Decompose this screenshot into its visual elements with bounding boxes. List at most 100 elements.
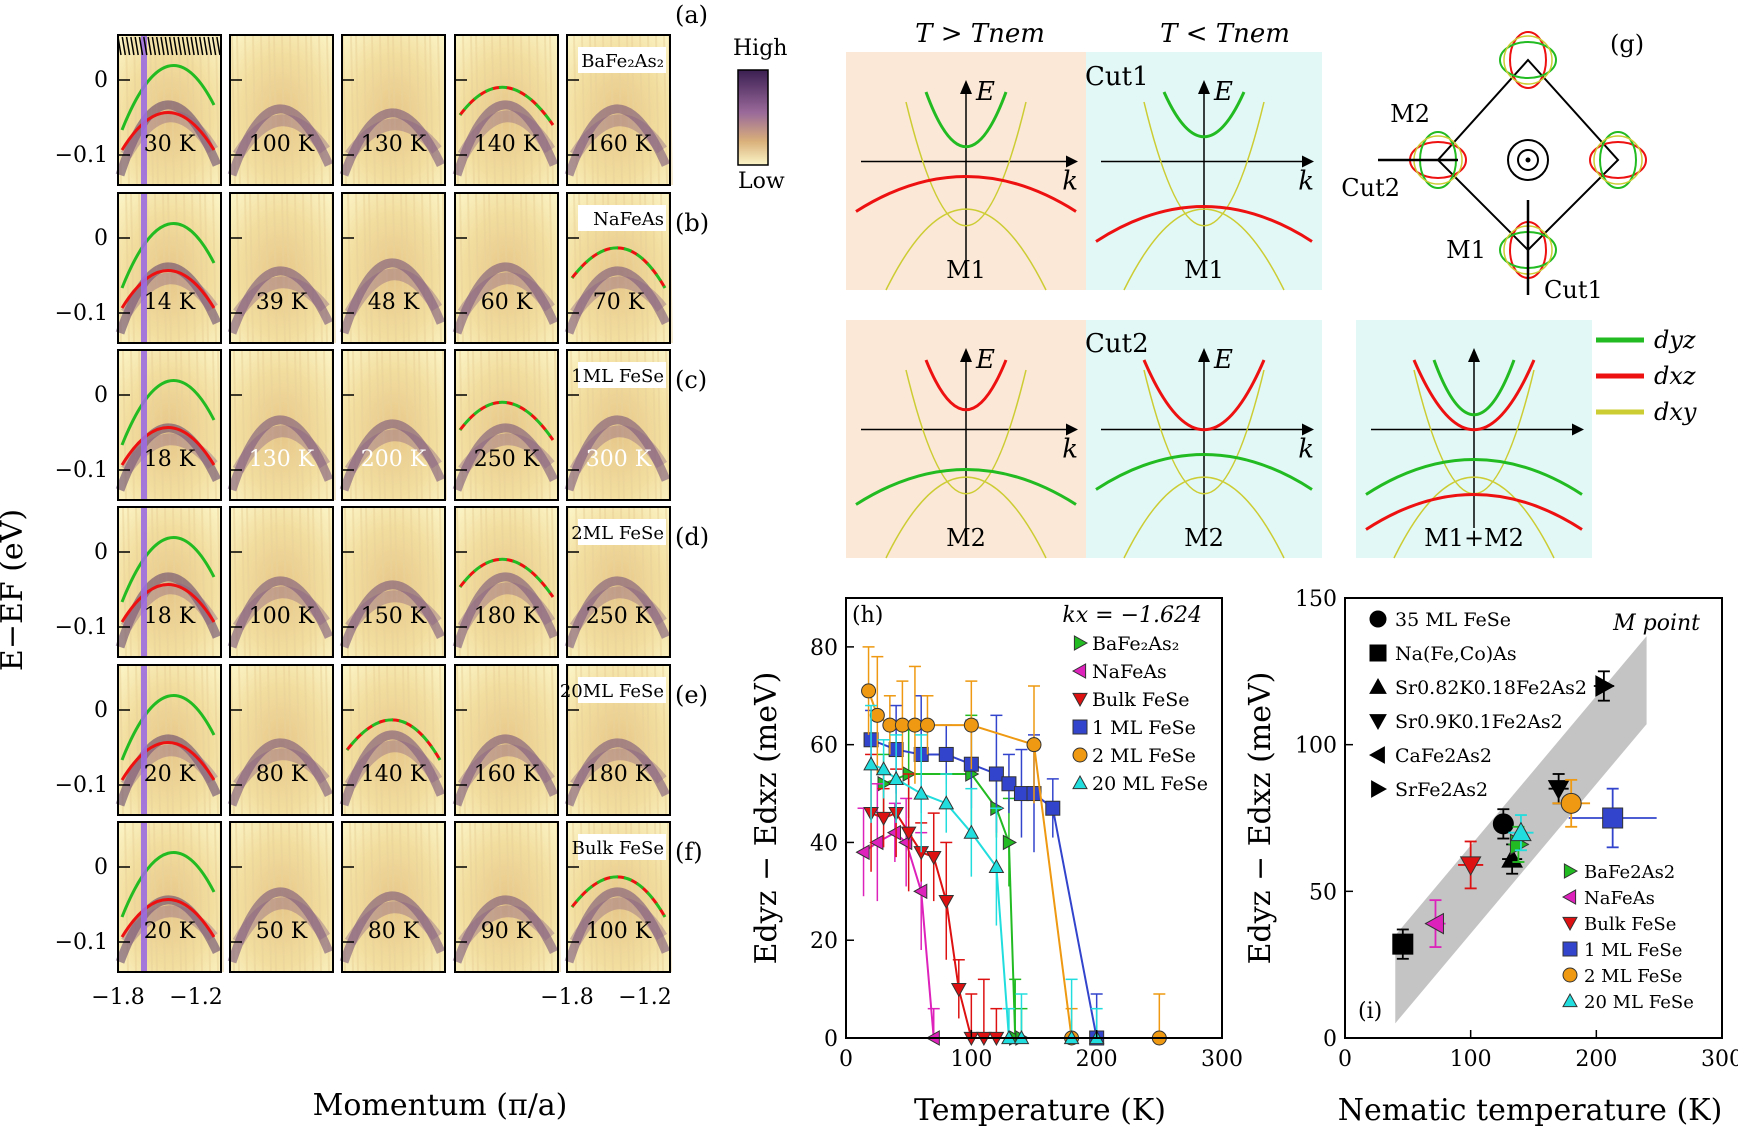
- arpes-texture: [148, 821, 153, 973]
- t-below-label: T < Tnem: [1160, 19, 1290, 49]
- arpes-texture: [201, 506, 206, 658]
- schematic-box: Ek M1: [846, 52, 1086, 291]
- temperature-label: 18 K: [144, 604, 196, 629]
- panel-label: (c): [675, 366, 707, 394]
- m-point-label: M1: [1184, 256, 1224, 284]
- arpes-texture: [130, 192, 135, 344]
- m-point-label: M1+M2: [1424, 524, 1524, 552]
- legend-marker: [1562, 967, 1578, 983]
- noise-texture: [190, 36, 195, 56]
- arpes-texture: [188, 506, 193, 658]
- dxy-pocket: [1593, 135, 1643, 185]
- dxy-band: [905, 101, 1027, 227]
- k-axis-arrow: [1302, 155, 1314, 168]
- arpes-band: [232, 897, 331, 946]
- data-point: [1001, 776, 1017, 792]
- point-Bulk FeSe: [1458, 840, 1484, 890]
- temperature-label: 300 K: [586, 447, 652, 472]
- arpes-texture: [467, 192, 472, 344]
- arpes-texture: [416, 34, 421, 186]
- arpes-texture: [410, 506, 415, 658]
- arpes-grid: 30 K 100 K 130 K 140 K 160 K BaFe₂As₂ (a) 0 −0.1…: [55, 1, 710, 1010]
- noise-texture: [203, 36, 208, 56]
- arpes-texture: [386, 664, 391, 816]
- arpes-texture: [363, 34, 368, 186]
- y-tick-label: 0: [94, 68, 108, 93]
- temperature-label: 70 K: [593, 290, 645, 315]
- arpes-texture: [370, 821, 375, 973]
- legend-label-dxz: dxz: [1654, 362, 1696, 390]
- e-axis-label: E: [1213, 77, 1233, 107]
- arpes-texture: [357, 664, 362, 816]
- arpes-band: [121, 905, 218, 946]
- arpes-texture: [199, 34, 204, 186]
- arpes-texture: [296, 664, 301, 816]
- data-point: [1547, 780, 1570, 800]
- arpes-texture: [533, 192, 538, 344]
- arpes-texture: [373, 506, 378, 658]
- degenerate-red-curve: [570, 875, 667, 918]
- m-point-label: M2: [946, 524, 986, 552]
- legend-marker: [1369, 610, 1387, 628]
- arpes-texture: [196, 349, 201, 501]
- cut2-label: Cut2: [1341, 174, 1400, 202]
- e-axis-label: E: [975, 345, 995, 375]
- arpes-texture: [301, 821, 306, 973]
- arpes-band: [452, 423, 559, 492]
- noise-texture: [207, 36, 213, 56]
- data-point: [900, 826, 917, 841]
- arpes-band: [452, 100, 559, 177]
- panel-label: (h): [852, 603, 883, 628]
- dyz-band: [1162, 91, 1246, 138]
- data-point: [1002, 834, 1017, 851]
- legend-marker: [1369, 644, 1387, 662]
- arpes-band: [569, 586, 667, 631]
- arpes-texture: [280, 821, 285, 973]
- dxz-band: [1412, 359, 1536, 432]
- arpes-texture: [424, 34, 429, 186]
- arpes-texture: [312, 664, 317, 816]
- dyz-pocket: [1599, 131, 1637, 189]
- arpes-band: [344, 901, 442, 946]
- data-point: [869, 707, 885, 723]
- y-tick-label: 0: [1323, 1027, 1337, 1052]
- arpes-texture: [519, 821, 524, 973]
- arpes-texture: [400, 34, 405, 186]
- colorbar-low-label: Low: [738, 169, 785, 194]
- data-point: [875, 811, 892, 827]
- x-tick-label: 0: [1338, 1047, 1352, 1072]
- dxy-band: [1123, 476, 1285, 559]
- arpes-band: [458, 905, 555, 946]
- arpes-texture: [297, 34, 302, 186]
- arpes-texture: [541, 192, 546, 344]
- momentum-cut-line: [141, 350, 147, 500]
- data-point: [1459, 856, 1482, 876]
- temperature-label: 80 K: [256, 762, 308, 787]
- arpes-panel-frame: [454, 664, 559, 816]
- arpes-y-label: E−EF (eV): [0, 509, 30, 671]
- arpes-panel-frame: [341, 664, 446, 816]
- y-tick-label: −0.1: [55, 773, 108, 798]
- arpes-texture: [267, 664, 272, 816]
- legend-label: NaFeAs: [1092, 661, 1167, 683]
- temperature-label: 140 K: [361, 762, 427, 787]
- panel-label: (d): [675, 523, 709, 551]
- arpes-texture: [407, 821, 412, 973]
- series-2 ML FeSe: [861, 646, 1167, 1046]
- arpes-band: [339, 419, 446, 492]
- plot-frame: [1344, 597, 1723, 1039]
- arpes-band: [232, 114, 330, 159]
- arpes-band: [457, 582, 556, 631]
- arpes-texture: [426, 506, 431, 658]
- arpes-texture: [135, 506, 140, 658]
- legend-label: Bulk FeSe: [1092, 689, 1189, 711]
- m-point-label: M1: [946, 256, 986, 284]
- dxz-pocket: [1589, 141, 1647, 179]
- arpes-texture: [241, 349, 246, 501]
- momentum-cut-line: [141, 35, 147, 185]
- arpes-band: [115, 262, 222, 335]
- arpes-texture: [413, 349, 418, 501]
- arpes-texture: [368, 349, 373, 501]
- arpes-texture: [310, 34, 315, 186]
- noise-texture: [216, 36, 221, 56]
